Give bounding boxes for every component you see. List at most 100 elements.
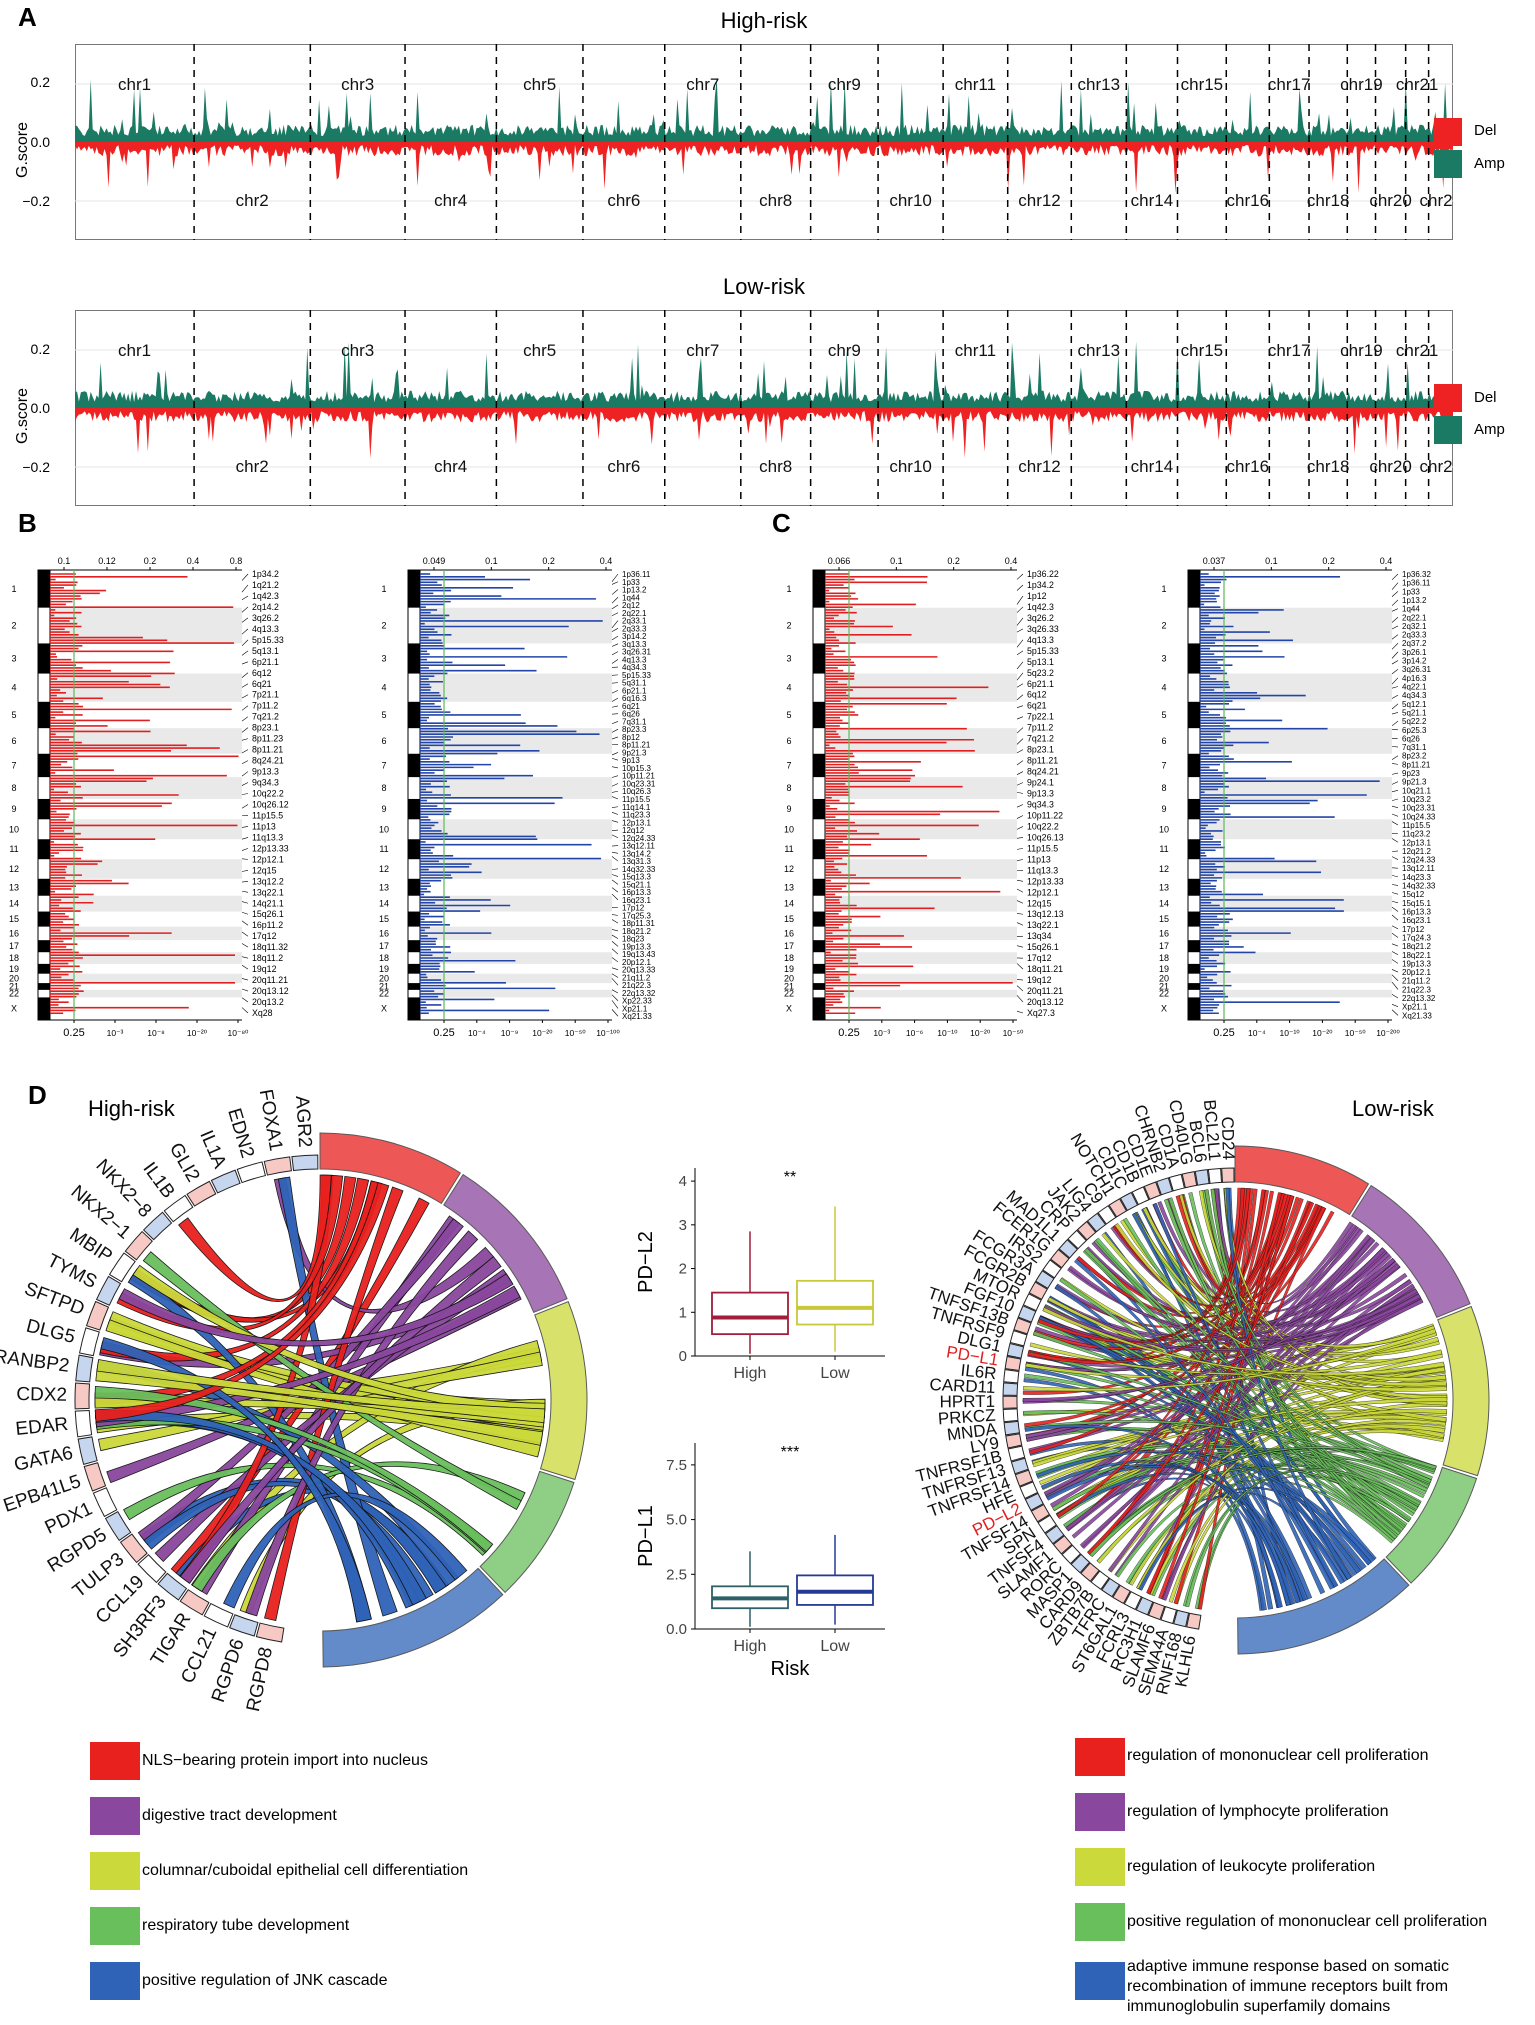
label-leader: [1391, 1009, 1399, 1016]
ideogram: [407, 569, 421, 1021]
chord-ribbon: [99, 1177, 370, 1362]
ideogram-segment: [1188, 997, 1200, 1020]
cytoband-label: 14q32.33: [1402, 882, 1436, 891]
label-leader: [1016, 617, 1024, 626]
chromosome-band-shade: [1200, 777, 1392, 799]
chord-ribbon: [1225, 1187, 1352, 1580]
label-leader: [611, 989, 619, 994]
top-tick-label: 0.2: [542, 556, 555, 566]
gene-segment: [1005, 1433, 1023, 1449]
cytoband-label: 12p13.1: [1402, 838, 1431, 847]
label-leader: [1391, 981, 1399, 990]
label-leader: [1016, 922, 1024, 926]
chromosome-label: chr2: [236, 191, 269, 210]
cytoband-label: 1p34.2: [252, 569, 279, 579]
label-leader: [1391, 813, 1399, 817]
cytoband-label: Xp22.33: [622, 997, 652, 1006]
gene-segment: [1002, 1395, 1018, 1409]
label-leader: [1391, 617, 1399, 623]
chromosome-number: 16: [1159, 928, 1169, 938]
label-leader: [241, 771, 249, 777]
gene-segment: [83, 1462, 107, 1492]
chromosome-band-shade: [1200, 926, 1392, 941]
label-leader: [241, 716, 249, 722]
cytoband-label: 6q26: [622, 710, 640, 719]
gene-segment: [1003, 1420, 1021, 1436]
gistic-title-high: High-risk: [720, 8, 808, 33]
label-leader: [1391, 821, 1399, 826]
x-tick-label: Low: [820, 1638, 850, 1655]
cytoband-label: 17q24.3: [1402, 933, 1431, 942]
label-leader: [1391, 850, 1399, 852]
label-leader: [611, 766, 619, 769]
label-leader: [1016, 791, 1024, 794]
label-leader: [611, 628, 619, 632]
top-tick-label: 0.2: [144, 556, 157, 566]
cytoband-label: 12p13.33: [1027, 876, 1064, 886]
go-swatch: [90, 1797, 140, 1835]
chord-ribbon: [1095, 1237, 1432, 1484]
cytoband-label: 10p15.3: [622, 764, 651, 773]
gene-segment: [186, 1180, 217, 1207]
boxplot-pdl1: 0.0 2.5 5.0 7.5 PD−L1 *** High Low Risk: [635, 1443, 885, 1680]
cytoband-label: 5q21.1: [1402, 708, 1427, 717]
go-swatch: [1075, 1738, 1125, 1776]
chromosome-band-shade: [1200, 819, 1392, 840]
chromosome-label: chr2: [236, 457, 269, 476]
label-leader: [1016, 804, 1024, 808]
cytoband-label: 15q15.1: [1402, 899, 1431, 908]
cytoband-label: 5q23.2: [1027, 668, 1054, 678]
del-area: [75, 408, 1453, 459]
label-leader: [1016, 760, 1024, 766]
gene-segment: [1024, 1492, 1044, 1511]
ideogram-segment: [1188, 878, 1200, 896]
cytoband-label: 8q24.21: [252, 756, 284, 766]
term-arc: [479, 1470, 575, 1594]
cytoband-label: 8p11.23: [252, 734, 283, 744]
chromosome-band-shade: [825, 728, 1017, 754]
chromosome-number: 9: [11, 804, 16, 814]
gene-segment: [1022, 1293, 1042, 1312]
cytoband-label: 12q21.2: [1402, 847, 1431, 856]
chromosome-label: chr4: [434, 457, 467, 476]
gene-segment: [1014, 1469, 1034, 1487]
cytoband-label: 9p13: [622, 756, 640, 765]
label-leader: [611, 604, 619, 610]
bottom-tick-label: 10⁻²⁰⁰: [1376, 1028, 1400, 1038]
ideogram: [37, 569, 51, 1021]
bottom-tick-label: 10⁻²⁰: [970, 1028, 991, 1038]
chromosome-number: 13: [1159, 882, 1169, 892]
cytoband-label: 8p23.1: [252, 723, 279, 733]
label-leader: [1016, 628, 1024, 633]
chromosome-label: chr13: [1078, 75, 1121, 94]
gene-segment: [1009, 1330, 1028, 1347]
chromosome-number: 17: [784, 941, 794, 951]
cytoband-label: 13q22.1: [1027, 920, 1059, 930]
gene-segment: [1123, 1590, 1143, 1611]
cytoband-label: 4q34.3: [1402, 691, 1427, 700]
cytoband-label: 10p11.21: [622, 772, 655, 781]
chromosome-band-shade: [50, 973, 242, 984]
label-leader: [1391, 643, 1399, 650]
term-arc: [443, 1173, 568, 1314]
label-leader: [1391, 805, 1399, 808]
significance-marker: **: [784, 1169, 796, 1186]
cytoband-label: 1q44: [1402, 605, 1420, 614]
label-leader: [241, 661, 249, 665]
bottom-tick-label: 10⁻⁶: [906, 1028, 923, 1038]
bottom-tick-label: 10⁻⁹: [501, 1028, 519, 1038]
ideogram-segment: [1188, 643, 1200, 674]
cytoband-label: 17q12: [252, 931, 277, 941]
cytoband-label: 11p15.5: [1402, 821, 1431, 830]
ideogram-segment: [813, 753, 825, 778]
ideogram-segment: [813, 878, 825, 896]
gistic-plot-high: chr1 chr2 chr3 chr4 chr5 chr6 chr7 chr8 chr9 chr1…: [75, 44, 1453, 240]
gene-segment: [179, 1589, 210, 1616]
cytoband-label: 8p23.1: [1027, 745, 1054, 755]
chromosome-number: 11: [1159, 844, 1168, 854]
chromosome-band-shade: [825, 777, 1017, 799]
cytoband-label: 15q21.1: [622, 880, 651, 889]
chord-ribbon: [1214, 1188, 1354, 1305]
label-leader: [1391, 608, 1399, 612]
chromosome-number: 15: [9, 914, 19, 924]
